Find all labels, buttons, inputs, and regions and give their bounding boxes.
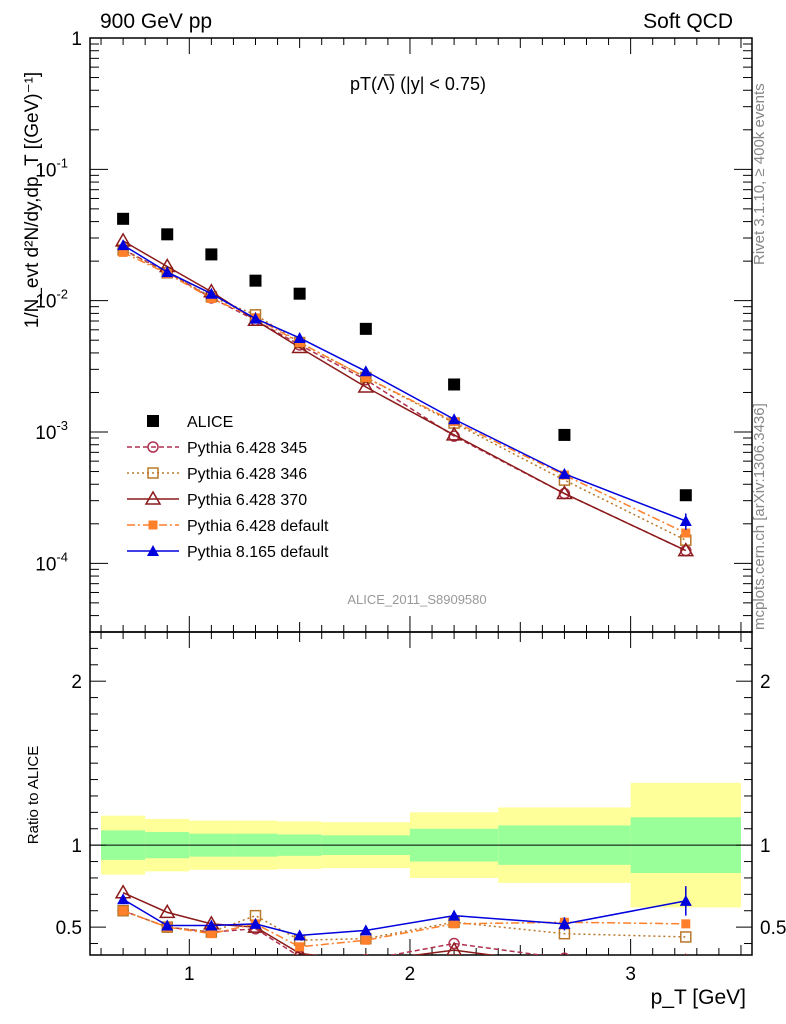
series-line-pythia-6-428-370 xyxy=(122,240,687,552)
ratio-line-pythia-6-428-default xyxy=(122,910,686,948)
ratio-y-tick-label: 2 xyxy=(71,672,82,693)
ratio-line-pythia-6-428-370 xyxy=(122,892,497,955)
ratio-point-pythia-6-428-default xyxy=(449,919,459,929)
legend-marker-pythia-6-428-345 xyxy=(147,441,159,453)
ratio-point-pythia-8-165-default xyxy=(558,917,571,929)
ratio-point-pythia-8-165-default xyxy=(117,893,130,905)
legend-label: ALICE xyxy=(187,414,233,431)
ratio-y-tick-label: 0.5 xyxy=(56,918,82,939)
legend-label: Pythia 6.428 345 xyxy=(187,440,307,457)
y-tick-label: 10-3 xyxy=(35,418,68,444)
ratio-point-pythia-8-165-default xyxy=(293,929,306,941)
ratio-point-pythia-6-428-default xyxy=(206,929,216,939)
ratio-point-pythia-6-428-370 xyxy=(684,953,687,955)
ratio-series-group xyxy=(114,884,692,970)
data-point-pythia-8-165-default xyxy=(161,266,174,278)
header-right: Soft QCD xyxy=(643,10,733,33)
y-tick-label: 10-1 xyxy=(35,155,68,181)
ratio-point-pythia-8-165-default xyxy=(448,909,461,921)
plot-title: pT(Λ̅) (|y| < 0.75) xyxy=(350,74,486,94)
data-point-pythia-6-428-default xyxy=(118,247,128,257)
ratio-point-pythia-6-428-default xyxy=(118,906,128,916)
ratio-point-pythia-6-428-346 xyxy=(680,931,692,943)
ratio-point-pythia-8-165-default xyxy=(249,917,262,929)
ratio-ylabel: Ratio to ALICE xyxy=(25,746,42,844)
ratio-point-pythia-8-165-default xyxy=(679,894,692,906)
legend-marker-pythia-6-428-346 xyxy=(147,467,159,479)
x-tick-label: 1 xyxy=(184,964,195,985)
ratio-line-pythia-6-428-345 xyxy=(122,910,546,955)
data-point-alice xyxy=(205,248,218,261)
ratio-y-tick-label-right: 1 xyxy=(760,836,771,857)
legend-marker-pythia-6-428-default xyxy=(148,520,158,530)
data-point-pythia-8-165-default xyxy=(359,365,372,377)
data-point-pythia-6-428-default xyxy=(681,528,691,538)
x-axis-label: p_T [GeV] xyxy=(651,986,746,1009)
ratio-point-pythia-8-165-default xyxy=(161,919,174,931)
data-point-alice xyxy=(161,228,174,241)
data-point-pythia-8-165-default xyxy=(448,413,461,425)
ratio-point-pythia-6-428-370 xyxy=(446,941,462,955)
ratio-y-tick-label-right: 0.5 xyxy=(760,918,786,939)
ratio-point-pythia-6-428-370 xyxy=(557,958,571,970)
main-plot-frame xyxy=(89,37,753,633)
ratio-line-pythia-6-428-346 xyxy=(122,910,686,941)
ratio-point-pythia-6-428-370 xyxy=(364,953,367,955)
ratio-point-pythia-6-428-345 xyxy=(294,950,306,955)
data-point-pythia-8-165-default xyxy=(293,331,306,343)
ratio-point-pythia-6-428-345 xyxy=(559,952,570,955)
ratio-point-pythia-6-428-345 xyxy=(448,937,460,950)
ratio-y-tick-label: 1 xyxy=(71,836,82,857)
data-point-alice xyxy=(293,287,306,300)
x-tick-label: 2 xyxy=(405,964,416,985)
ratio-point-pythia-6-428-345 xyxy=(681,957,691,967)
legend-label: Pythia 6.428 346 xyxy=(187,466,307,483)
ratio-point-pythia-6-428-default xyxy=(361,935,371,945)
legend-marker-alice xyxy=(147,415,159,427)
main-ylabel: 1/N_evt d²N/dy,dp_T [(GeV)⁻¹] xyxy=(22,72,43,328)
data-point-alice xyxy=(117,212,130,225)
data-point-pythia-6-428-370 xyxy=(357,378,375,393)
legend-marker-pythia-6-428-370 xyxy=(144,490,162,505)
ratio-point-pythia-6-428-370 xyxy=(158,903,176,919)
analysis-label: ALICE_2011_S8909580 xyxy=(347,592,486,607)
ratio-point-pythia-6-428-default xyxy=(295,942,305,952)
legend-label: Pythia 8.165 default xyxy=(187,544,329,561)
ratio-point-pythia-6-428-default xyxy=(681,919,691,929)
y-tick-label: 10-4 xyxy=(35,549,68,575)
legend-label: Pythia 6.428 default xyxy=(187,518,329,535)
data-point-pythia-6-428-370 xyxy=(677,542,695,557)
x-tick-label: 3 xyxy=(625,964,636,985)
data-point-pythia-6-428-370 xyxy=(556,485,573,500)
ratio-point-pythia-8-165-default xyxy=(359,924,372,936)
mcplots-label: mcplots.cern.ch [arXiv:1306.3436] xyxy=(751,403,768,630)
data-point-pythia-8-165-default xyxy=(205,287,218,299)
y-tick-label: 10-2 xyxy=(35,287,68,313)
data-point-pythia-6-428-default xyxy=(361,372,371,382)
series-line-pythia-6-428-346 xyxy=(122,249,687,541)
ratio-point-pythia-6-428-345 xyxy=(362,954,369,955)
header-left: 900 GeV pp xyxy=(100,10,212,33)
ratio-point-pythia-8-165-default xyxy=(205,919,218,931)
data-point-alice xyxy=(249,274,262,287)
ratio-y-tick-label-right: 2 xyxy=(760,672,771,693)
y-tick-label: 1 xyxy=(71,29,82,50)
data-point-alice xyxy=(679,489,692,502)
legend-marker-pythia-8-165-default xyxy=(147,545,159,556)
data-point-pythia-8-165-default xyxy=(558,467,571,479)
data-point-alice xyxy=(558,428,571,441)
legend-label: Pythia 6.428 370 xyxy=(187,492,307,509)
data-point-alice xyxy=(448,378,461,391)
rivet-version-label: Rivet 3.1.10, ≥ 400k events xyxy=(751,83,768,265)
data-point-pythia-6-428-370 xyxy=(445,426,463,441)
data-point-alice xyxy=(359,322,372,335)
ratio-point-pythia-6-428-370 xyxy=(293,944,306,955)
data-point-pythia-8-165-default xyxy=(249,312,262,324)
data-point-pythia-8-165-default xyxy=(117,239,130,251)
ratio-point-pythia-6-428-346 xyxy=(117,904,129,917)
